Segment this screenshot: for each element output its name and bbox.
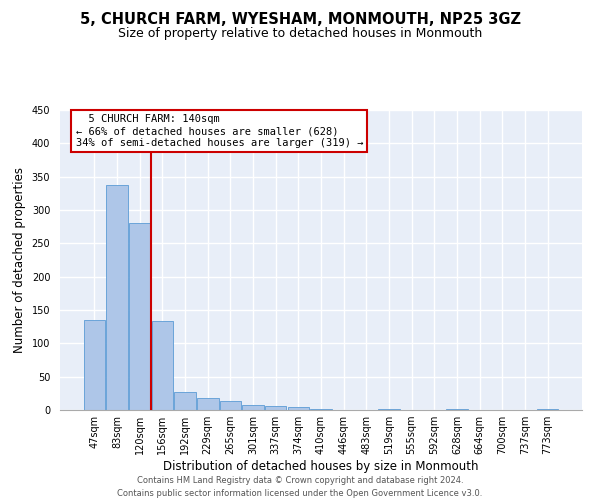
Bar	[287, 406, 309, 410]
Bar	[265, 406, 286, 410]
Text: Size of property relative to detached houses in Monmouth: Size of property relative to detached ho…	[118, 28, 482, 40]
Text: 5, CHURCH FARM, WYESHAM, MONMOUTH, NP25 3GZ: 5, CHURCH FARM, WYESHAM, MONMOUTH, NP25 …	[79, 12, 521, 28]
Bar	[152, 322, 173, 410]
Bar	[537, 408, 558, 410]
Text: Contains HM Land Registry data © Crown copyright and database right 2024.
Contai: Contains HM Land Registry data © Crown c…	[118, 476, 482, 498]
Bar	[106, 186, 128, 410]
Y-axis label: Number of detached properties: Number of detached properties	[13, 167, 26, 353]
Bar	[242, 406, 264, 410]
Text: 5 CHURCH FARM: 140sqm  
← 66% of detached houses are smaller (628)
34% of semi-d: 5 CHURCH FARM: 140sqm ← 66% of detached …	[76, 114, 363, 148]
X-axis label: Distribution of detached houses by size in Monmouth: Distribution of detached houses by size …	[163, 460, 479, 473]
Bar	[84, 320, 105, 410]
Bar	[197, 398, 218, 410]
Bar	[129, 224, 151, 410]
Bar	[175, 392, 196, 410]
Bar	[220, 402, 241, 410]
